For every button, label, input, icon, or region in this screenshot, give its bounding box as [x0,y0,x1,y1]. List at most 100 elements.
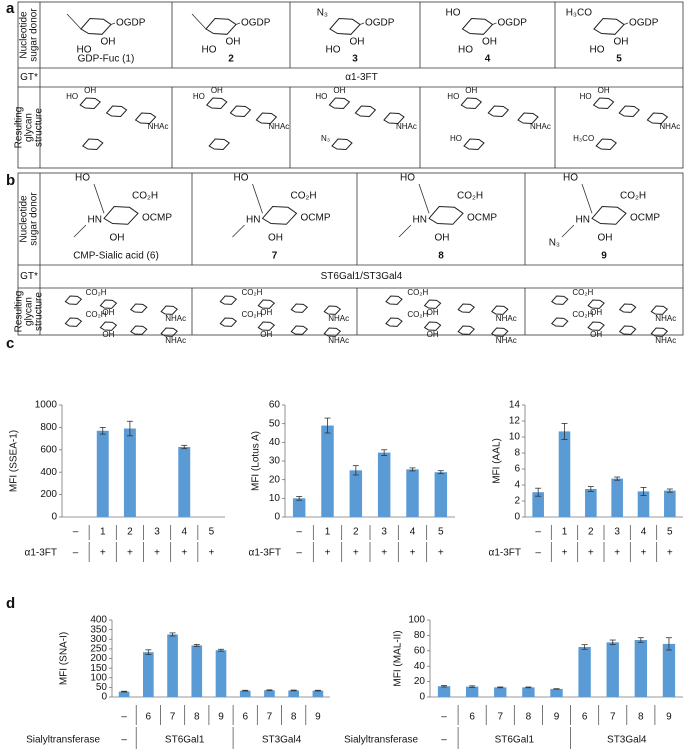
atom small: CO₂H [407,310,428,319]
error-bar [193,644,200,647]
atom small: NHAc [328,314,349,323]
treatment-label: α1-3FT [25,548,57,559]
sugar-ring [80,17,112,35]
atom small: HO [450,134,462,143]
atom small: OH [598,86,610,95]
sugar-ring [208,138,230,151]
atom small: CO₂H [86,288,107,297]
bar [522,687,535,697]
bond [418,183,430,214]
bar [118,691,130,697]
bar [606,642,619,697]
bar [239,690,251,697]
bond [561,224,575,238]
compound-name: GDP-Fuc (1) [78,54,135,65]
sugar-ring [618,325,637,335]
y-tick-label: 50 [269,418,281,429]
row-header: glycan [24,113,35,142]
compound-name: 7 [272,251,278,262]
x-tick-label: 8 [291,712,297,723]
y-tick-label: 20 [414,676,426,687]
y-tick-label: 12 [509,416,521,427]
panel-label: b [6,172,15,189]
y-tick-label: 600 [40,444,57,455]
treatment: – [296,548,302,559]
atom: H₃CO [566,8,593,19]
atom small: CO₂H [572,288,593,297]
bar [264,690,275,697]
bar [550,688,563,697]
error-bar [324,417,331,434]
atom small: CO₂H [572,310,593,319]
bar [465,686,479,697]
y-tick-label: 400 [40,467,57,478]
atom small: HO [193,92,205,101]
error-bar [561,422,568,440]
sugar-ring [160,327,178,337]
sugar-ring [491,327,509,337]
treatment: + [181,548,187,559]
x-tick-label: 1 [100,527,106,538]
atom small: CO₂H [242,310,263,319]
atom: OCMP [301,213,331,224]
atom: OGDP [241,18,271,29]
sugar-ring [587,321,605,331]
atom small: OH [427,308,439,317]
atom small: NHAc [655,336,676,345]
row-header: Resulting [14,291,25,333]
y-tick-label: 20 [269,474,281,485]
atom: HN [88,215,102,226]
y-tick-label: 150 [90,663,107,674]
treatment-label: Sialyltransferase [26,735,100,746]
y-tick-label: 800 [40,422,57,433]
atom: HN [576,215,590,226]
x-tick-label: 1 [325,527,331,538]
compound-name: 5 [616,54,622,65]
x-tick-label: 4 [181,527,187,538]
treatment: + [614,548,620,559]
y-tick-label: 200 [90,653,107,664]
atom: HO [234,173,249,184]
sugar-ring [428,205,464,225]
error-bar [218,648,224,652]
treatment: – [121,735,127,746]
atom: OGDP [116,18,146,29]
y-tick-label: 50 [96,682,108,693]
atom: N₃ [317,8,328,19]
treatment: + [562,548,568,559]
sugar-ring [205,17,237,35]
sugar-ring [219,295,238,305]
y-tick-label: 60 [269,400,281,411]
y-tick-label: 10 [509,432,521,443]
atom small: OH [427,330,439,339]
atom small: NHAc [328,336,349,345]
x-tick-label: 5 [438,527,444,538]
sugar-ring [134,112,157,125]
atom: HO [458,45,473,56]
y-tick-label: 60 [414,645,426,656]
sugar-ring [491,305,509,315]
compound-name: CMP-Sialic acid (6) [73,251,159,262]
bar [215,650,227,697]
atom: OH [268,233,283,244]
atom small: OH [84,86,96,95]
atom: OGDP [498,18,528,29]
treatment: + [100,548,106,559]
row-header: Nucleotide [19,11,30,59]
atom: HO [590,45,605,56]
atom: CO₂H [457,191,483,202]
sugar-ring [593,17,625,35]
atom small: HO [580,92,592,101]
bond [191,13,207,30]
row-header: glycan [24,297,35,326]
y-tick-label: 4 [514,480,520,491]
compound-name: 8 [438,251,444,262]
error-bar [266,689,273,692]
x-tick-label: 4 [410,527,416,538]
sugar-ring [383,112,405,125]
error-bar [242,689,249,692]
y-tick-label: 0 [514,512,520,523]
error-bar [587,486,594,492]
panel-label: c [6,335,14,352]
